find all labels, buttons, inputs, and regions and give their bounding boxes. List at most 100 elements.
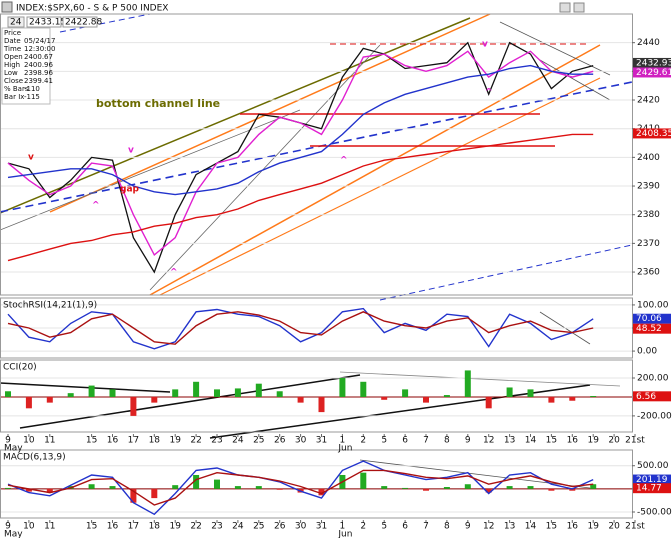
x-tick-label: 21st <box>625 436 645 446</box>
annotation: ^ <box>92 201 100 211</box>
info-value: 12:30:00 <box>24 45 55 53</box>
icon <box>1 1 13 13</box>
histogram-bar <box>234 388 241 397</box>
x-tick-label: 11 <box>44 436 55 446</box>
last-value-label: 48.52 <box>636 324 662 334</box>
last-value-label: 201.19 <box>636 475 668 485</box>
quote-box <box>62 16 98 28</box>
x-tick-label: 12 <box>483 522 494 532</box>
period: 24 <box>10 18 22 28</box>
info-value: 05/24/17 <box>24 37 55 45</box>
info-value: 2400.96 <box>24 61 53 69</box>
histogram-bar <box>548 396 555 403</box>
histogram-bar <box>506 486 513 489</box>
info-value: 2398.96 <box>24 69 53 77</box>
y-tick-label: -200.00 <box>637 411 672 421</box>
series-line <box>7 64 594 196</box>
x-tick-label: 7 <box>423 522 429 532</box>
y-tick-label: 2380 <box>637 210 660 220</box>
window-button[interactable] <box>559 2 571 13</box>
annotation: ^ <box>485 88 493 98</box>
panel-frame <box>0 449 633 519</box>
x-tick-label: 24 <box>232 436 244 446</box>
annotation: v <box>482 40 488 50</box>
last-value-label: 6.56 <box>636 392 656 402</box>
x-tick-label: 30 <box>295 436 307 446</box>
histogram-bar <box>88 484 95 489</box>
last-value-box <box>633 313 671 324</box>
x-tick-label: 22 <box>190 436 201 446</box>
histogram-bar <box>590 484 597 489</box>
histogram-bar <box>318 396 325 413</box>
x-tick-label: 1 <box>340 436 346 446</box>
histogram-bar <box>109 486 116 489</box>
histogram-bar <box>193 474 200 489</box>
histogram-bar <box>402 389 409 397</box>
x-tick-label: 23 <box>211 436 222 446</box>
histogram-bar <box>381 486 388 489</box>
window-button[interactable] <box>573 2 585 13</box>
info-label: Low <box>4 69 18 77</box>
histogram-bar <box>193 381 200 397</box>
info-label: Date <box>4 37 21 45</box>
x-tick-label: 24 <box>232 522 244 532</box>
last-value-box <box>633 57 671 68</box>
histogram-bar <box>381 396 388 400</box>
x-tick-label: 15 <box>86 522 97 532</box>
info-label: Price <box>4 29 21 37</box>
info-label: Bar Ix <box>4 93 24 101</box>
month-label: Jun <box>337 444 352 454</box>
y-tick-label: 500.00 <box>637 461 669 471</box>
last-value-label: 14.77 <box>636 484 662 494</box>
x-tick-label: 20 <box>608 436 620 446</box>
quote-box <box>26 16 62 28</box>
month-label: May <box>4 444 23 454</box>
x-tick-label: 20 <box>608 522 620 532</box>
last-value-label: 2408.35 <box>636 129 672 139</box>
x-tick-label: 10 <box>23 522 35 532</box>
x-tick-label: 6 <box>402 436 408 446</box>
annotation: ^ <box>340 156 348 166</box>
histogram-bar <box>318 488 325 496</box>
histogram-bar <box>464 484 471 489</box>
month-label: Jun <box>337 530 352 538</box>
info-value: 2399.41 <box>24 77 53 85</box>
info-label: Close <box>4 77 23 85</box>
y-tick-label: 2370 <box>637 239 660 249</box>
y-tick-label: 100.00 <box>637 300 669 310</box>
x-tick-label: 31 <box>316 522 327 532</box>
histogram-bar <box>109 389 116 397</box>
histogram-bar <box>506 387 513 397</box>
last-value-label: 2432.93 <box>636 58 672 68</box>
x-tick-label: 16 <box>567 436 579 446</box>
annotation: v <box>28 153 34 163</box>
x-tick-label: 16 <box>107 436 119 446</box>
histogram-bar <box>402 487 409 489</box>
chart-title: INDEX:$SPX,60 - S & P 500 INDEX <box>16 4 168 14</box>
histogram-bar <box>88 385 95 397</box>
x-tick-label: 2 <box>360 436 366 446</box>
month-label: May <box>4 530 23 538</box>
x-tick-label: 13 <box>504 522 515 532</box>
histogram-bar <box>569 488 576 491</box>
info-value: -115 <box>24 93 40 101</box>
x-tick-label: 15 <box>86 436 97 446</box>
info-value: -110 <box>24 85 40 93</box>
y-tick-label: 2360 <box>637 268 660 278</box>
histogram-bar <box>5 487 11 489</box>
info-label: Time <box>3 45 21 53</box>
x-tick-label: 5 <box>381 436 387 446</box>
last-value-box <box>633 67 671 78</box>
histogram-bar <box>67 393 74 397</box>
histogram-bar <box>276 391 283 397</box>
panel-title: StochRSI(14,21(1),9) <box>3 301 97 311</box>
histogram-bar <box>172 485 179 489</box>
info-label: % Bars <box>4 85 29 93</box>
x-tick-label: 12 <box>483 436 494 446</box>
panel-title: CCI(20) <box>3 363 37 373</box>
annotation: v <box>128 146 134 156</box>
x-tick-label: 9 <box>5 436 11 446</box>
panel-title: MACD(6,13,9) <box>3 453 66 463</box>
x-tick-label: 10 <box>23 436 35 446</box>
